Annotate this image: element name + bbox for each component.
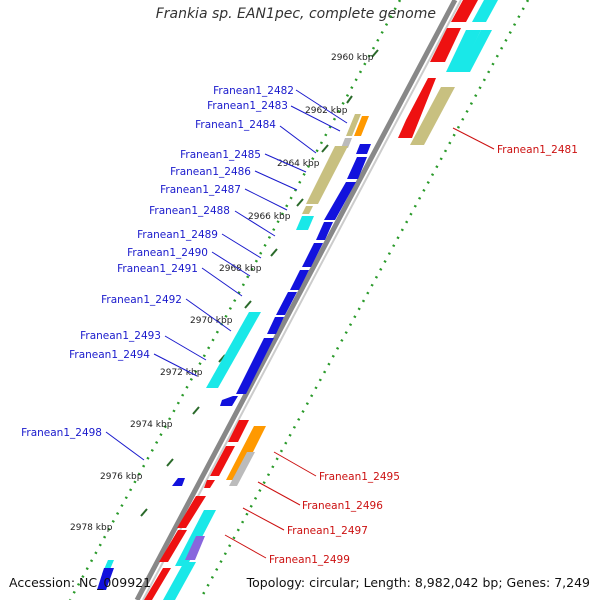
gene-feature <box>451 0 478 22</box>
gene-feature <box>172 478 185 486</box>
gene-label[interactable]: Franean1_2488 <box>149 205 230 217</box>
gene-feature <box>267 317 284 334</box>
gene-feature <box>204 480 215 488</box>
tick-label: 2968 kbp <box>219 264 262 274</box>
gene-feature <box>354 116 369 136</box>
gene-feature <box>210 446 235 476</box>
gene-feature <box>177 496 206 528</box>
gene-label[interactable]: Franean1_2487 <box>160 184 241 196</box>
gene-feature <box>97 568 114 590</box>
gene-label[interactable]: Franean1_2498 <box>21 427 102 439</box>
gene-feature <box>290 270 309 290</box>
tick-label: 2978 kbp <box>70 523 113 533</box>
gene-label[interactable]: Franean1_2497 <box>287 525 368 537</box>
tick-label: 2960 kbp <box>331 53 374 63</box>
gene-feature <box>410 87 455 145</box>
gene-feature <box>163 562 196 600</box>
gene-feature <box>306 146 348 204</box>
gene-label[interactable]: Franean1_2481 <box>497 144 578 156</box>
gene-feature <box>229 452 255 486</box>
gene-label[interactable]: Franean1_2491 <box>117 263 198 275</box>
tick-label: 2962 kbp <box>305 106 348 116</box>
gene-label[interactable]: Franean1_2495 <box>319 471 400 483</box>
gene-feature <box>228 420 249 442</box>
right-leader-lines <box>224 127 495 559</box>
gene-label[interactable]: Franean1_2485 <box>180 149 261 161</box>
tick-label: 2966 kbp <box>248 212 291 222</box>
gene-feature <box>341 138 352 148</box>
gene-feature <box>302 206 313 214</box>
gene-feature <box>159 530 187 562</box>
tick-label: 2972 kbp <box>160 368 203 378</box>
topology-label: Topology: circular; Length: 8,982,042 bp… <box>246 575 590 590</box>
gene-label[interactable]: Franean1_2486 <box>170 166 251 178</box>
gene-feature <box>236 338 274 394</box>
gene-feature <box>346 114 361 136</box>
gene-feature <box>398 78 436 138</box>
tick-label: 2974 kbp <box>130 420 173 430</box>
forward-strand-genes <box>144 0 498 600</box>
gene-feature <box>430 28 461 62</box>
map-title: Frankia sp. EAN1pec, complete genome <box>155 6 436 22</box>
gene-feature <box>356 144 371 154</box>
gene-feature <box>446 30 481 72</box>
gene-label[interactable]: Franean1_2493 <box>80 330 161 342</box>
gene-feature <box>220 396 238 406</box>
gene-feature <box>472 0 498 22</box>
gene-label[interactable]: Franean1_2483 <box>207 100 288 112</box>
gene-feature <box>302 243 323 267</box>
tick-track-left <box>68 0 402 600</box>
left-leader-lines <box>105 89 348 461</box>
gene-feature <box>324 182 356 220</box>
tick-label: 2970 kbp <box>190 316 233 326</box>
gene-label[interactable]: Franean1_2496 <box>302 500 383 512</box>
gene-feature <box>347 157 367 179</box>
tick-label: 2976 kbp <box>100 472 143 482</box>
accession-label: Accession: NC_009921 <box>9 575 152 590</box>
gene-feature <box>276 292 297 315</box>
gene-feature <box>316 222 333 240</box>
gene-label[interactable]: Franean1_2489 <box>137 229 218 241</box>
gene-feature <box>185 536 205 560</box>
gene-label[interactable]: Franean1_2490 <box>127 247 208 259</box>
gene-feature <box>144 568 171 600</box>
tick-label: 2964 kbp <box>277 159 320 169</box>
gene-label[interactable]: Franean1_2484 <box>195 119 276 131</box>
gene-label[interactable]: Franean1_2492 <box>101 294 182 306</box>
gene-label[interactable]: Franean1_2482 <box>213 85 294 97</box>
gene-feature <box>226 426 266 480</box>
gene-feature <box>206 312 261 388</box>
genome-backbone <box>134 0 458 600</box>
reverse-strand-genes <box>97 114 371 600</box>
gene-label[interactable]: Franean1_2494 <box>69 349 150 361</box>
gene-label[interactable]: Franean1_2499 <box>269 554 350 566</box>
tick-marks <box>140 49 379 517</box>
gene-feature <box>296 216 314 230</box>
gene-feature <box>459 30 492 72</box>
